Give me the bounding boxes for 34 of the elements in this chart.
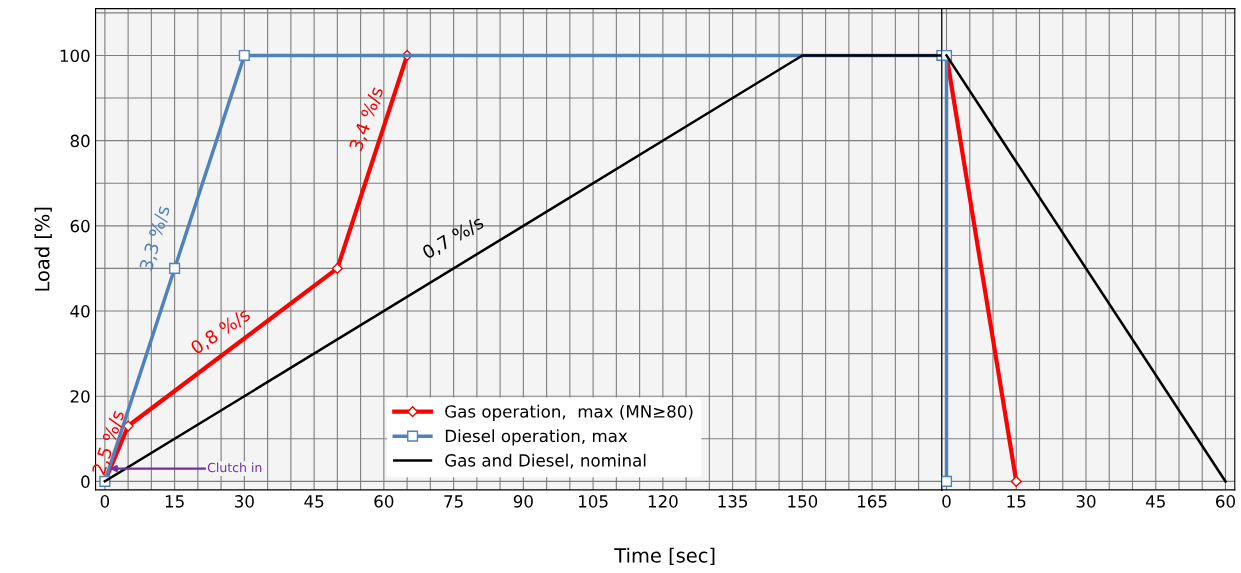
x-tick-label: 60 [374,495,394,508]
x-tick-label: 45 [304,495,324,508]
y-tick-label: 100 [60,49,90,63]
legend-label: Gas operation, max (MN≥80) [445,404,693,421]
x-axis-title: Time [sec] [614,547,715,566]
x-tick-label: 0 [100,495,110,508]
annotation: Clutch in [207,462,262,473]
annotation: 0,7 %/s [421,214,486,261]
annotation: 2,5 %/s [91,409,127,476]
y-tick-label: 60 [70,219,90,233]
y-tick-label: 0 [81,475,90,488]
x-tick-label: 135 [718,495,748,508]
x-tick-label: 105 [579,495,608,508]
y-tick-label: 20 [70,390,90,403]
x-tick-label: 90 [513,495,533,508]
y-tick-label: 80 [70,134,90,148]
y-tick-label: 40 [70,304,90,318]
annotation: 3,3 %/s [139,204,172,272]
x-tick-label: 60 [1216,495,1235,508]
x-tick-label: 165 [858,495,887,508]
legend-label: Gas and Diesel, nominal [445,453,646,469]
legend-label: Diesel operation, max [445,429,628,446]
x-tick-label: 45 [1145,495,1165,508]
x-tick-label: 150 [788,495,818,508]
x-tick-label: 75 [444,495,463,508]
x-tick-label: 15 [165,495,184,508]
annotation: 3,4 %/s [348,85,386,152]
annotation: 0,8 %/s [189,307,253,357]
y-axis-title: Load [%] [34,207,52,291]
x-tick-label: 120 [648,495,678,508]
x-tick-label: 30 [235,495,254,508]
x-tick-label: 30 [1076,495,1096,508]
x-tick-label: 15 [1007,495,1026,508]
x-tick-label: 0 [942,495,951,508]
